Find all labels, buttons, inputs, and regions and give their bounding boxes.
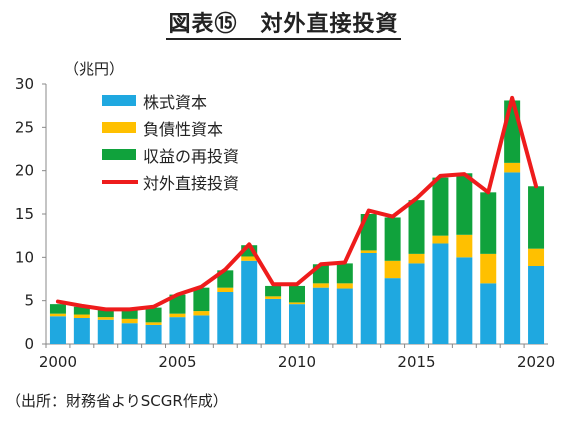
bar-segment-2	[73, 314, 90, 318]
bar-segment-1	[528, 266, 545, 344]
bar-segment-1	[336, 288, 353, 344]
bar-segment-1	[121, 323, 138, 344]
y-tick-label: 20	[15, 162, 34, 180]
bar-segment-3	[480, 192, 497, 254]
bar-segment-2	[289, 302, 305, 305]
bar-segment-2	[504, 162, 521, 173]
legend-label: 対外直接投資	[143, 174, 239, 193]
y-axis-unit-label: （兆円）	[64, 60, 125, 78]
bar-segment-3	[241, 245, 258, 257]
bar-segment-2	[480, 253, 497, 284]
bar-segment-1	[241, 260, 258, 344]
bar-segment-1	[456, 257, 473, 344]
bar-segment-2	[456, 234, 473, 258]
bar-segment-1	[49, 316, 66, 344]
bar-segment-3	[73, 306, 90, 315]
y-tick-label: 15	[15, 205, 34, 223]
bar-segment-2	[193, 311, 210, 316]
bar-segment-1	[217, 292, 234, 344]
bar-segment-2	[384, 260, 401, 279]
bar-segment-3	[456, 173, 473, 235]
bar-segment-1	[289, 304, 305, 344]
bar-segment-2	[336, 283, 353, 289]
bar-segment-1	[312, 287, 329, 344]
x-tick-label: 2015	[397, 353, 435, 371]
bar-segment-3	[432, 177, 449, 236]
bar-segment-1	[73, 318, 90, 344]
bar-segment-1	[193, 315, 210, 344]
bar-segment-1	[432, 243, 449, 344]
legend-label: 負債性資本	[143, 120, 223, 139]
bar-segment-1	[384, 278, 401, 344]
legend-label: 収益の再投資	[143, 147, 239, 166]
bar-segment-2	[360, 250, 377, 253]
x-tick-label: 2000	[39, 353, 77, 371]
x-tick-label: 2010	[278, 353, 316, 371]
bar-segment-2	[145, 322, 162, 325]
bar-segment-1	[169, 317, 186, 344]
legend-swatch	[102, 122, 136, 133]
bar-segment-2	[49, 313, 66, 317]
legend-swatch	[102, 149, 136, 160]
bar-segment-3	[97, 309, 114, 318]
y-tick-label: 0	[24, 335, 34, 353]
bar-segment-3	[408, 200, 425, 254]
bar-segment-2	[265, 296, 282, 299]
bar-segment-2	[312, 283, 329, 288]
legend-swatch	[102, 95, 136, 106]
bar-segment-1	[408, 263, 425, 344]
bar-segment-1	[265, 298, 282, 344]
bar-segment-2	[241, 256, 258, 261]
bar-segment-2	[121, 318, 138, 324]
bar-segment-3	[265, 285, 282, 297]
bar-segment-2	[97, 317, 114, 320]
legend-label: 株式資本	[143, 93, 207, 112]
bar-segment-3	[504, 100, 521, 163]
chart-title: 図表⑮ 対外直接投資	[0, 6, 567, 40]
bar-segment-3	[384, 217, 401, 261]
bar-segment-3	[121, 309, 138, 319]
y-tick-label: 10	[15, 248, 34, 266]
bar-segment-2	[217, 287, 234, 292]
bar-segment-1	[504, 172, 521, 344]
bar-segment-1	[480, 283, 497, 344]
bar-segment-3	[528, 186, 545, 249]
bar-segment-2	[169, 313, 186, 318]
bar-segment-1	[360, 253, 377, 344]
y-tick-label: 25	[15, 118, 34, 136]
bar-segment-2	[432, 235, 449, 244]
bar-segment-3	[169, 294, 186, 314]
bar-segment-2	[528, 248, 545, 266]
total-line	[55, 95, 539, 312]
bar-segment-1	[145, 324, 162, 344]
bar-segment-3	[49, 304, 66, 314]
bar-segment-3	[145, 307, 162, 323]
x-tick-label: 2020	[517, 353, 555, 371]
bar-segment-1	[97, 319, 114, 344]
bar-segment-3	[289, 285, 305, 303]
x-tick-label: 2005	[158, 353, 196, 371]
source-note: （出所：財務省よりSCGR作成）	[6, 392, 228, 410]
bar-segment-3	[336, 263, 353, 284]
y-tick-label: 5	[24, 292, 34, 310]
y-tick-label: 30	[15, 75, 34, 93]
bar-segment-2	[408, 253, 425, 264]
bar-segment-3	[193, 287, 210, 312]
